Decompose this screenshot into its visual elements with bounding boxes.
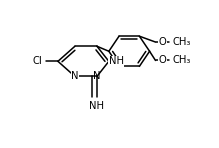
Text: O: O bbox=[159, 56, 167, 66]
Text: CH₃: CH₃ bbox=[173, 56, 191, 66]
Text: Cl: Cl bbox=[33, 56, 43, 66]
Text: O: O bbox=[159, 37, 167, 47]
Text: N: N bbox=[71, 71, 79, 81]
Text: NH: NH bbox=[109, 56, 124, 66]
Text: N: N bbox=[93, 71, 101, 81]
Text: CH₃: CH₃ bbox=[173, 37, 191, 47]
Text: NH: NH bbox=[90, 101, 104, 111]
